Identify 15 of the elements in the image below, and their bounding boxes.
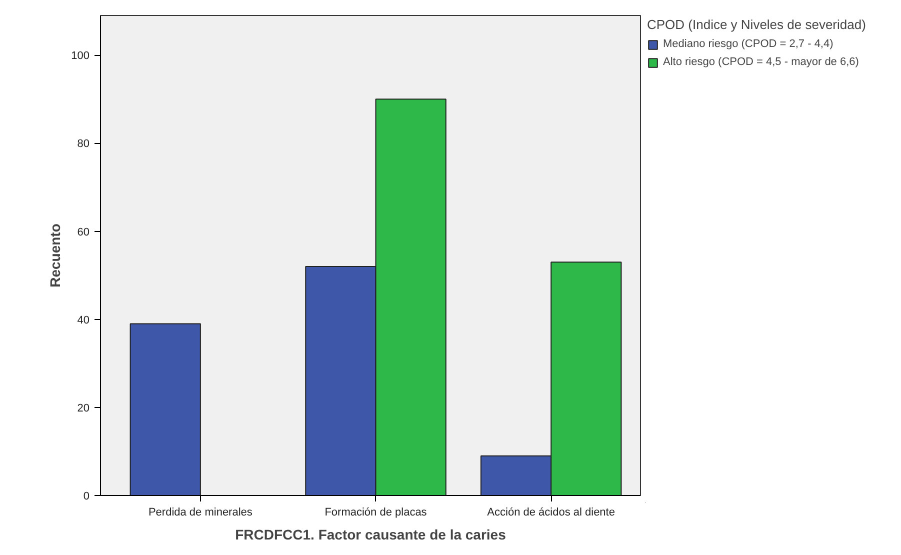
y-tick-label: 40 [77,314,90,326]
y-tick-label: 100 [71,50,90,62]
legend-label: Alto riesgo (CPOD = 4,5 - mayor de 6,6) [663,55,859,69]
y-tick-label: 0 [83,490,90,502]
bar [130,323,201,496]
x-axis-title: FRCDFCC1. Factor causante de la caries [235,526,506,542]
legend-title: CPOD (Indice y Niveles de severidad) [647,17,866,32]
y-tick-label: 60 [77,226,90,238]
y-tick-label: 20 [77,402,90,414]
y-axis-title: Recuento [47,224,64,288]
y-tick-label: 80 [77,138,90,150]
x-tick-label: Acción de ácidos al diente [487,506,615,518]
x-tick-label: Formación de placas [324,506,428,518]
legend-label: Mediano riesgo (CPOD = 2,7 - 4,4) [663,37,834,51]
x-tick-label: Perdida de minerales [148,506,253,518]
